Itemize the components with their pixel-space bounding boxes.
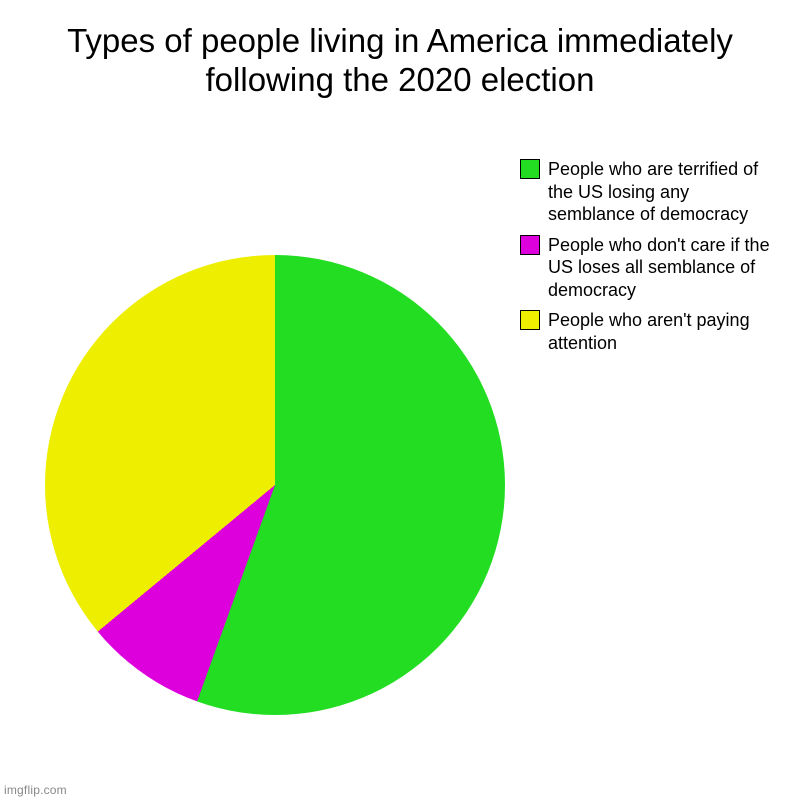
legend-label: People who don't care if the US loses al… (548, 234, 778, 302)
chart-title: Types of people living in America immedi… (0, 0, 800, 110)
legend-swatch (520, 159, 540, 179)
pie-graphic (45, 255, 505, 715)
legend-item: People who aren't paying attention (520, 309, 778, 354)
legend-swatch (520, 310, 540, 330)
legend: People who are terrified of the US losin… (520, 158, 778, 362)
watermark: imgflip.com (4, 783, 67, 797)
legend-label: People who are terrified of the US losin… (548, 158, 778, 226)
legend-item: People who are terrified of the US losin… (520, 158, 778, 226)
legend-swatch (520, 235, 540, 255)
legend-label: People who aren't paying attention (548, 309, 778, 354)
legend-item: People who don't care if the US loses al… (520, 234, 778, 302)
